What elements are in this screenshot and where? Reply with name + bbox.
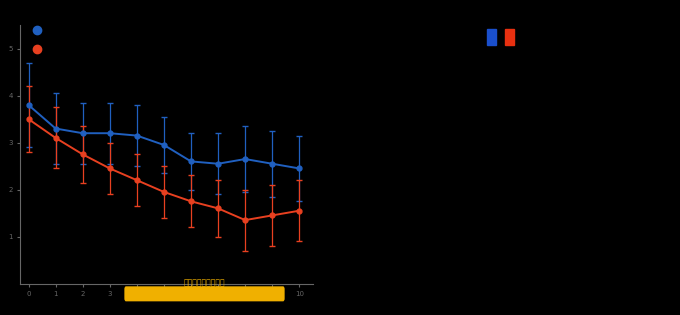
Polygon shape	[436, 114, 551, 229]
Polygon shape	[540, 32, 589, 75]
Polygon shape	[479, 27, 527, 51]
Circle shape	[364, 18, 643, 297]
Polygon shape	[538, 28, 593, 77]
Polygon shape	[583, 68, 633, 123]
Polygon shape	[585, 72, 628, 121]
Polygon shape	[540, 240, 589, 283]
Polygon shape	[412, 54, 595, 235]
Polygon shape	[403, 83, 562, 245]
Text: タブレット投政期間: タブレット投政期間	[184, 278, 225, 287]
Polygon shape	[369, 132, 399, 183]
Polygon shape	[585, 194, 628, 243]
Polygon shape	[373, 192, 423, 247]
Polygon shape	[538, 238, 593, 287]
FancyBboxPatch shape	[124, 286, 285, 301]
Polygon shape	[378, 72, 421, 121]
Polygon shape	[418, 240, 466, 283]
Polygon shape	[607, 132, 638, 183]
Polygon shape	[373, 134, 397, 181]
Bar	[505, 29, 515, 45]
Polygon shape	[583, 192, 633, 247]
Polygon shape	[378, 194, 421, 243]
Polygon shape	[477, 261, 529, 292]
Polygon shape	[413, 238, 469, 287]
Circle shape	[362, 16, 645, 299]
Polygon shape	[609, 134, 634, 181]
Bar	[488, 29, 496, 45]
Polygon shape	[479, 264, 527, 288]
Polygon shape	[373, 68, 423, 123]
Polygon shape	[418, 32, 466, 75]
Polygon shape	[509, 213, 520, 231]
Polygon shape	[413, 28, 469, 77]
Polygon shape	[470, 208, 483, 228]
Polygon shape	[477, 23, 529, 54]
Polygon shape	[527, 210, 538, 228]
